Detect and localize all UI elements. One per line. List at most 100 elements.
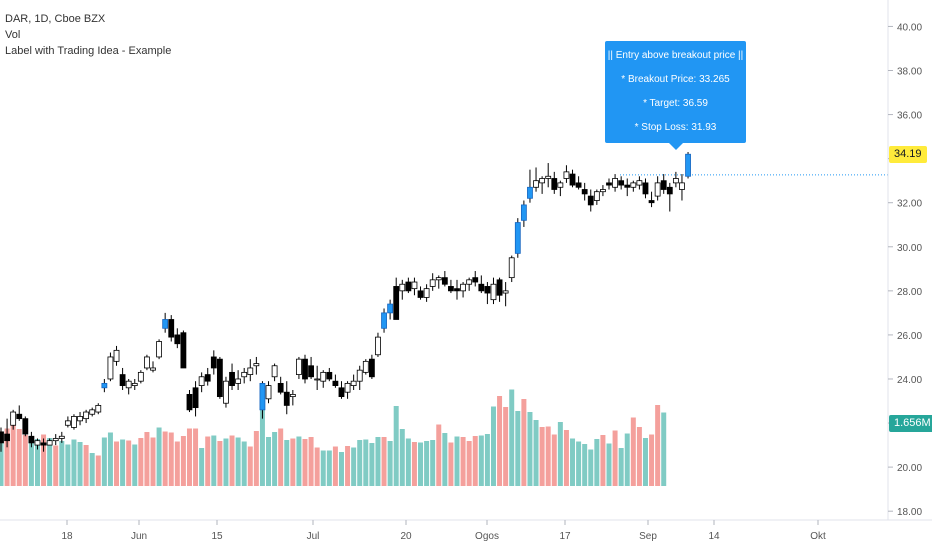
candle-body xyxy=(283,391,290,406)
candle-body xyxy=(186,394,193,411)
volume-bar xyxy=(472,436,478,486)
candle-body xyxy=(338,387,345,398)
candle-body xyxy=(612,178,618,188)
chart-legend: DAR, 1D, Cboe BZX Vol Label with Trading… xyxy=(5,11,171,59)
candle-body xyxy=(271,365,278,378)
volume-bar xyxy=(454,436,460,486)
time-tick-label: 15 xyxy=(211,531,223,542)
candle-body xyxy=(320,371,327,382)
candle-body xyxy=(77,416,83,422)
volume-bar xyxy=(418,442,424,486)
candle-body xyxy=(368,358,375,378)
volume-bar xyxy=(636,427,642,486)
trading-idea-label[interactable]: || Entry above breakout price || * Break… xyxy=(605,41,746,143)
candle-body xyxy=(58,435,65,439)
volume-bar xyxy=(211,435,217,486)
price-tick-label: 28.00 xyxy=(897,287,922,298)
volume-bar xyxy=(65,444,71,486)
candle-body xyxy=(411,281,418,290)
candle-body xyxy=(460,283,466,292)
volume-bar xyxy=(539,427,545,486)
candle-body xyxy=(89,409,96,415)
candle-body xyxy=(52,438,59,442)
volume-bar xyxy=(655,405,661,486)
candle-body xyxy=(527,186,533,199)
entry-text: || Entry above breakout price || xyxy=(607,50,744,61)
candle-body xyxy=(216,358,223,398)
candle-body xyxy=(514,222,521,254)
candle-body xyxy=(679,182,685,190)
volume-bar xyxy=(448,442,454,486)
candle-body xyxy=(28,435,35,444)
volume-bar xyxy=(357,440,363,486)
time-axis[interactable]: 18 Jun 15 Jul 20 Ogos 17 Sep 14 Okt xyxy=(61,520,826,542)
candle-body xyxy=(326,371,333,380)
price-tick-label: 18.00 xyxy=(897,507,922,518)
volume-bar xyxy=(527,412,533,486)
candle-body xyxy=(10,411,17,426)
volume-bar xyxy=(162,431,168,486)
candle-body xyxy=(496,279,503,296)
candle-body xyxy=(241,371,248,378)
volume-bar xyxy=(320,450,326,486)
time-tick-label: 18 xyxy=(61,531,73,542)
volume-bar xyxy=(302,439,308,486)
candle-body xyxy=(362,360,369,373)
volume-bar xyxy=(661,412,667,486)
candle-body xyxy=(119,374,126,386)
volume-bar xyxy=(624,433,630,486)
volume-bar xyxy=(618,448,624,486)
volume-bar xyxy=(649,434,655,486)
candle-body xyxy=(162,319,169,329)
volume-bar xyxy=(247,446,253,486)
candle-body xyxy=(235,378,242,384)
volume-bar xyxy=(59,441,65,486)
volume-bar xyxy=(363,439,369,486)
candle-body xyxy=(46,440,53,446)
candle-body xyxy=(296,358,302,375)
indicator-label[interactable]: Label with Trading Idea - Example xyxy=(5,45,172,57)
volume-bar xyxy=(253,431,259,486)
volume-bar xyxy=(199,448,205,486)
price-tick-label: 26.00 xyxy=(897,331,922,342)
candle-body xyxy=(168,319,175,338)
volume-bar xyxy=(436,424,442,486)
candle-body xyxy=(660,180,667,190)
price-tick-label: 20.00 xyxy=(897,463,922,474)
candle-body xyxy=(429,279,436,287)
volume-bar xyxy=(217,441,223,486)
candle-body xyxy=(137,371,144,382)
volume-bar xyxy=(241,441,247,486)
volume-bar xyxy=(424,441,430,486)
candle-body xyxy=(539,178,546,184)
volume-bar xyxy=(533,420,539,486)
candle-body xyxy=(4,433,10,442)
volume-bar xyxy=(345,446,351,486)
volume-bar xyxy=(4,428,10,486)
candle-body xyxy=(381,312,387,329)
candle-body xyxy=(685,153,691,177)
candle-body xyxy=(95,405,102,413)
volume-bar xyxy=(490,406,496,486)
volume-bar xyxy=(290,438,296,486)
volume-bar xyxy=(296,436,302,486)
volume-bar xyxy=(351,447,357,486)
candle-body xyxy=(302,358,308,380)
volume-bar xyxy=(460,437,466,486)
volume-bar xyxy=(114,441,120,486)
candle-body xyxy=(156,341,162,358)
volume-bar xyxy=(600,435,606,486)
candle-body xyxy=(387,303,394,314)
candle-body xyxy=(575,182,582,188)
volume-bar xyxy=(138,438,144,486)
symbol-line[interactable]: DAR, 1D, Cboe BZX xyxy=(5,13,106,25)
candle-body xyxy=(666,186,673,195)
vol-indicator-label[interactable]: Vol xyxy=(5,29,21,41)
trading-idea-pointer xyxy=(669,143,683,150)
volume-bar xyxy=(22,435,28,486)
volume-bar xyxy=(332,446,338,486)
volume-bar xyxy=(466,441,472,486)
price-axis[interactable]: 18.0020.0022.0024.0026.0028.0030.0032.00… xyxy=(888,22,922,518)
candle-body xyxy=(308,365,314,378)
